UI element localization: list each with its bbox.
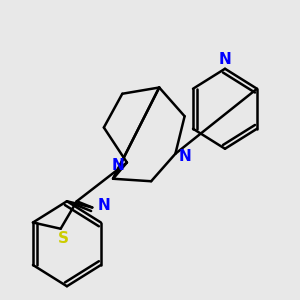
Text: N: N [98, 197, 110, 212]
Text: N: N [219, 52, 231, 68]
Text: N: N [178, 149, 191, 164]
Text: S: S [57, 231, 68, 246]
Text: N: N [111, 158, 124, 172]
